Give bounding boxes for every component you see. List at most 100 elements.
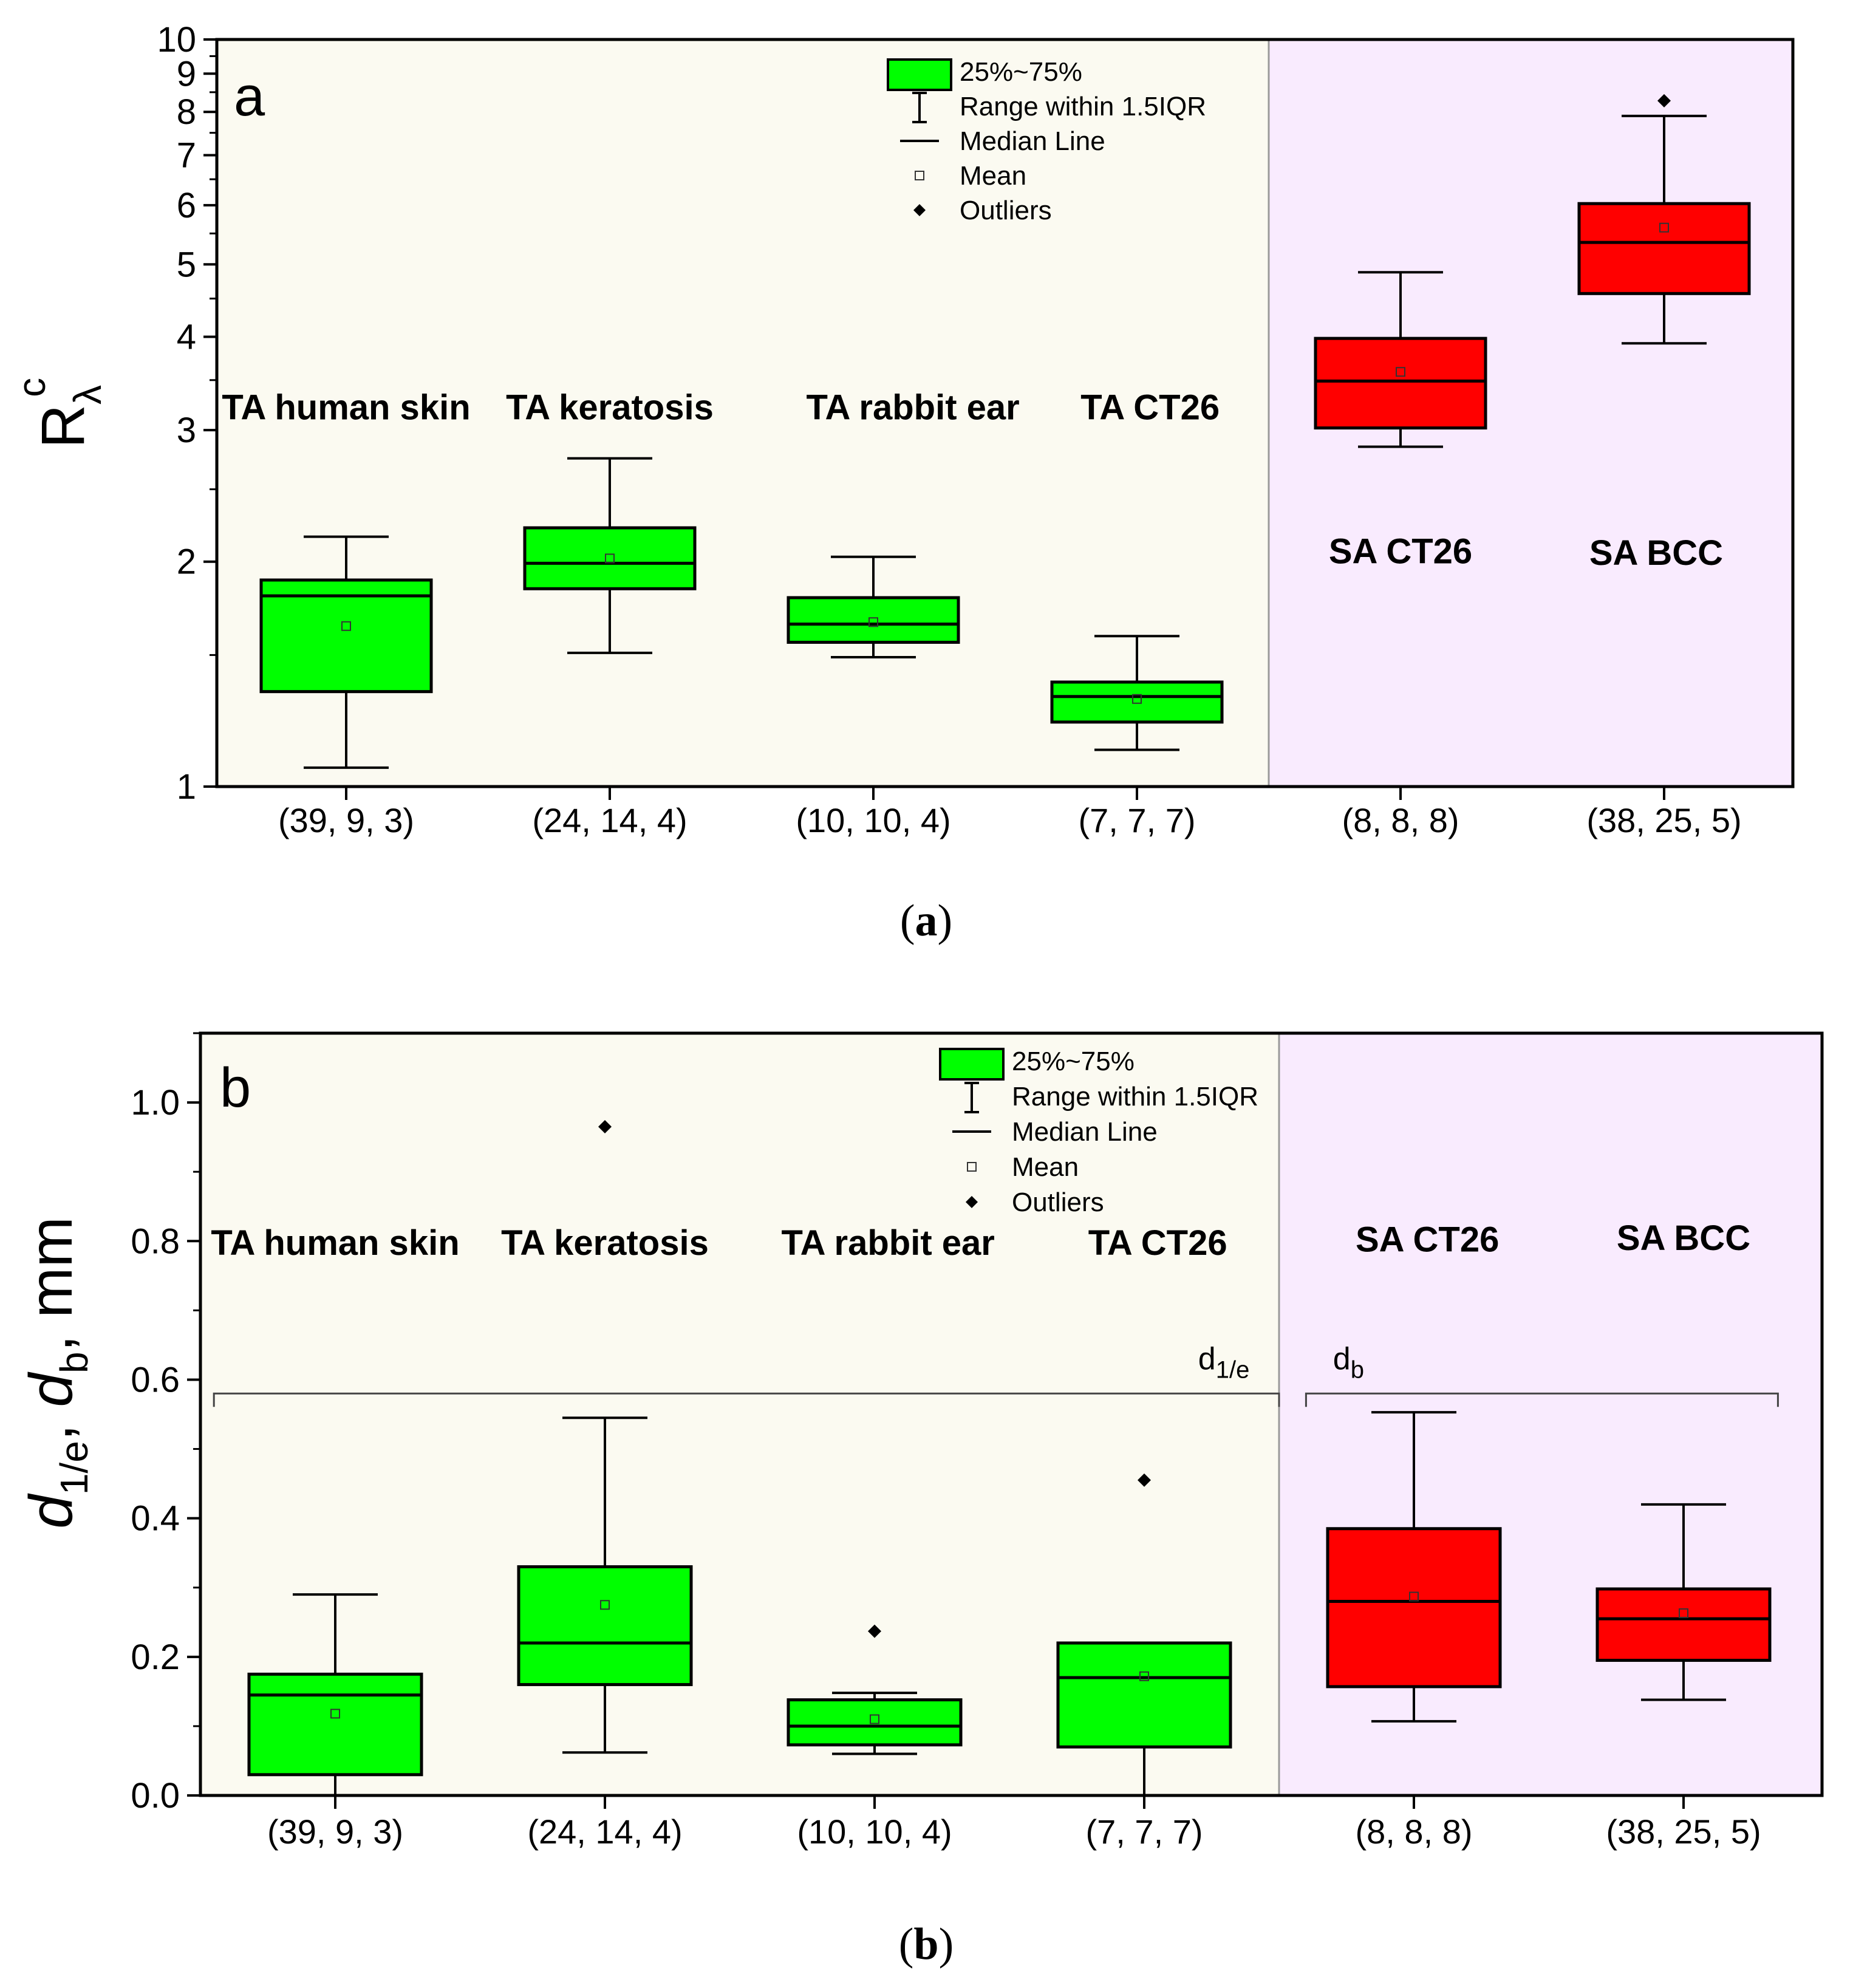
box-ta-human-skin: [259, 578, 433, 694]
box-ta-keratosis: [517, 1565, 693, 1686]
mean-marker: [1132, 694, 1142, 704]
group-label: TA keratosis: [506, 388, 714, 428]
mean-marker: [341, 621, 351, 631]
group-label: TA rabbit ear: [806, 388, 1019, 428]
legend-box-swatch: [887, 58, 952, 91]
bracket-label: d1/e: [1198, 1341, 1250, 1383]
legend-entry-label: 25%~75%: [960, 57, 1082, 87]
x-tick-label: (38, 25, 5): [1586, 801, 1741, 839]
y-tick-label: 0.0: [131, 1776, 180, 1816]
legend-mean-swatch: [967, 1162, 977, 1172]
group-label: SA CT26: [1356, 1220, 1499, 1259]
y-axis-title: d1/e, db, mm: [17, 1217, 96, 1529]
bracket-label: db: [1333, 1341, 1364, 1383]
mean-marker: [1396, 367, 1405, 377]
x-tick-label: (10, 10, 4): [797, 1812, 952, 1851]
legend-outlier-swatch: [966, 1196, 978, 1208]
bracket-d-1e: [213, 1392, 1280, 1407]
mean-marker: [870, 1714, 879, 1724]
mean-marker: [330, 1709, 340, 1719]
mean-marker: [605, 553, 615, 564]
y-tick-label: 7: [177, 136, 196, 176]
mean-marker: [1409, 1591, 1419, 1602]
y-tick-label: 0.8: [131, 1221, 180, 1261]
mean-marker: [600, 1600, 610, 1610]
y-tick-label: 0.2: [131, 1638, 180, 1677]
y-tick-label: 5: [177, 245, 196, 284]
box-ta-ct26: [1056, 1641, 1232, 1749]
box-sa-bcc: [1595, 1587, 1772, 1662]
y-tick-label: 8: [177, 92, 196, 132]
y-axis-title: Rλc: [10, 378, 109, 448]
group-label: TA keratosis: [501, 1223, 709, 1263]
legend-entry-label: Mean: [960, 161, 1026, 191]
box-ta-rabbit-ear: [787, 596, 960, 644]
box-sa-ct26: [1314, 336, 1487, 430]
group-label: SA BCC: [1589, 533, 1723, 573]
mean-marker: [1139, 1671, 1149, 1681]
box-ta-ct26: [1050, 680, 1224, 724]
panel-letter: a: [234, 66, 265, 128]
mean-marker: [868, 617, 878, 627]
y-tick-label: 2: [177, 542, 196, 582]
y-tick-label: 6: [177, 186, 196, 225]
legend-entry-label: Outliers: [1012, 1187, 1104, 1217]
x-tick-label: (7, 7, 7): [1086, 1812, 1203, 1851]
box-ta-rabbit-ear: [787, 1698, 963, 1747]
x-tick-label: (7, 7, 7): [1079, 801, 1196, 839]
x-tick-label: (10, 10, 4): [796, 801, 950, 839]
legend: 25%~75% Range within 1.5IQR Median Line Mea…: [887, 57, 1206, 225]
x-tick-label: (38, 25, 5): [1606, 1812, 1761, 1851]
panel-caption: (b): [899, 1919, 954, 1969]
outlier-marker: [1138, 1473, 1151, 1487]
legend-outlier-swatch: [913, 204, 926, 216]
box-sa-ct26: [1326, 1527, 1502, 1689]
panel-caption: (a): [900, 896, 952, 946]
bracket-d-b: [1305, 1392, 1779, 1407]
x-tick-label: (8, 8, 8): [1356, 1812, 1473, 1851]
y-tick-label: 0.4: [131, 1499, 180, 1539]
group-label: SA CT26: [1329, 531, 1472, 571]
x-tick-label: (39, 9, 3): [278, 801, 414, 839]
x-tick-label: (24, 14, 4): [532, 801, 687, 839]
y-tick-label: 1.0: [131, 1083, 180, 1122]
x-tick-label: (39, 9, 3): [267, 1812, 403, 1851]
outlier-marker: [1657, 94, 1671, 108]
legend-entry-label: Range within 1.5IQR: [1012, 1082, 1258, 1112]
box-ta-human-skin: [247, 1672, 423, 1777]
group-label: TA human skin: [211, 1223, 459, 1263]
legend-entry-label: 25%~75%: [1012, 1047, 1135, 1076]
legend-entry-label: Median Line: [960, 126, 1105, 156]
y-tick-label: 10: [157, 20, 196, 60]
plot-frame: [199, 1031, 1824, 1797]
x-tick-label: (8, 8, 8): [1342, 801, 1459, 839]
panel-letter: b: [220, 1057, 251, 1119]
y-tick-label: 1: [177, 767, 196, 807]
y-tick-label: 9: [177, 54, 196, 94]
legend-entry-label: Range within 1.5IQR: [960, 92, 1206, 121]
legend-entry-label: Outliers: [960, 196, 1052, 225]
outlier-marker: [868, 1624, 881, 1638]
group-label: TA CT26: [1088, 1223, 1227, 1263]
box-sa-bcc: [1577, 202, 1751, 295]
mean-marker: [1679, 1608, 1688, 1618]
y-tick-label: 0.6: [131, 1360, 180, 1399]
box-ta-keratosis: [523, 526, 697, 590]
y-tick-label: 4: [177, 317, 196, 357]
chart-panel-b: 0.0 0.2 0.4 0.6 0.8 1.0 (39, 9, 3) (24, 14, 4) (…: [17, 1031, 1824, 1969]
legend-box-swatch: [939, 1048, 1005, 1081]
mean-marker: [1659, 222, 1669, 233]
legend: 25%~75% Range within 1.5IQR Median Line Mea…: [939, 1047, 1258, 1217]
y-tick-label: 3: [177, 411, 196, 450]
group-label: TA human skin: [222, 388, 470, 428]
group-label: TA rabbit ear: [782, 1223, 995, 1263]
x-tick-label: (24, 14, 4): [527, 1812, 682, 1851]
group-label: TA CT26: [1080, 388, 1220, 428]
group-label: SA BCC: [1617, 1218, 1750, 1258]
legend-entry-label: Mean: [1012, 1152, 1079, 1182]
outlier-marker: [598, 1120, 612, 1134]
legend-entry-label: Median Line: [1012, 1117, 1158, 1147]
legend-mean-swatch: [915, 171, 924, 180]
